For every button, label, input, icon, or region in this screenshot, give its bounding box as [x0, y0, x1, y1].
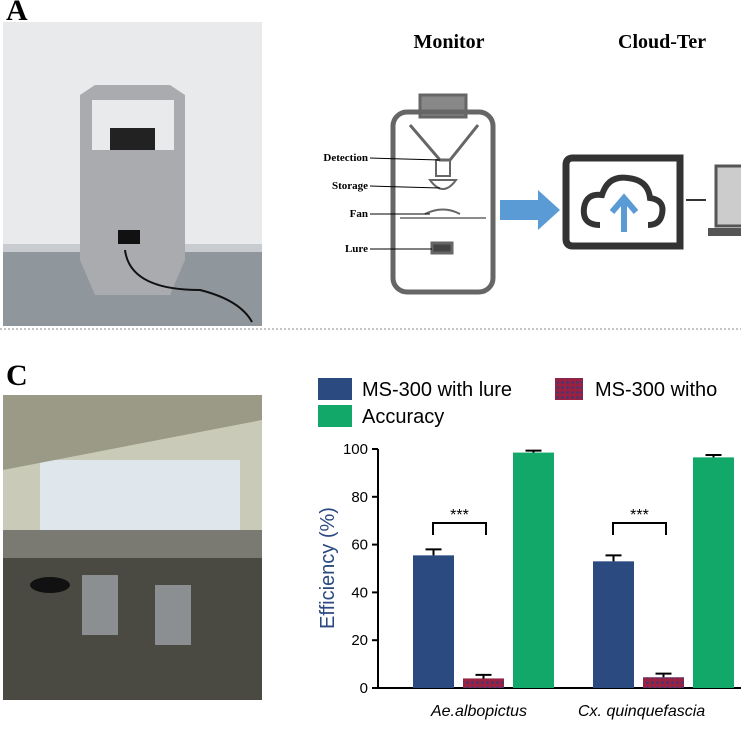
error-bar	[655, 672, 672, 678]
legend-label: MS-300 with lure	[362, 379, 512, 401]
legend-swatch	[555, 378, 583, 400]
significance-label: ***	[450, 507, 469, 524]
cloud-icon	[562, 154, 741, 250]
arrow	[500, 190, 560, 230]
error-bar	[425, 548, 442, 556]
y-tick-label: 100	[343, 441, 368, 458]
legend-swatch	[318, 405, 352, 427]
bar	[463, 678, 504, 688]
significance-bracket	[612, 522, 667, 535]
error-bar	[525, 449, 542, 453]
diagram-title: Cloud-Ter	[618, 31, 706, 53]
part-label: Storage	[332, 180, 368, 192]
part-pointers	[369, 157, 441, 250]
legend-label: MS-300 witho	[595, 379, 717, 401]
error-bar	[705, 453, 722, 458]
photo-c	[3, 395, 262, 700]
part-label: Detection	[323, 152, 368, 164]
x-tick-label: Ae.albopictus	[430, 703, 527, 720]
y-tick-label: 60	[351, 537, 368, 554]
y-axis-label: Efficiency (%)	[317, 507, 339, 629]
bar	[693, 457, 734, 688]
y-tick-label: 20	[351, 632, 368, 649]
diagram-title: Monitor	[413, 31, 484, 53]
part-label: Lure	[345, 243, 368, 255]
significance-label: ***	[630, 507, 649, 524]
bar	[593, 561, 634, 688]
bar	[413, 555, 454, 688]
device-schematic	[390, 93, 496, 295]
bar	[513, 452, 554, 688]
y-tick-label: 0	[360, 680, 368, 697]
part-label: Fan	[350, 208, 368, 220]
x-tick-label: Cx. quinquefascia	[578, 703, 705, 720]
error-bar	[605, 554, 622, 562]
y-tick-label: 40	[351, 584, 368, 601]
legend-swatch	[318, 378, 352, 400]
y-tick-label: 80	[351, 489, 368, 506]
error-bar	[475, 673, 492, 679]
panel-label: C	[6, 359, 28, 392]
legend-label: Accuracy	[362, 406, 444, 428]
bar	[643, 677, 684, 688]
panel-label: A	[6, 0, 28, 27]
photo-a	[3, 22, 262, 326]
significance-bracket	[432, 522, 487, 535]
